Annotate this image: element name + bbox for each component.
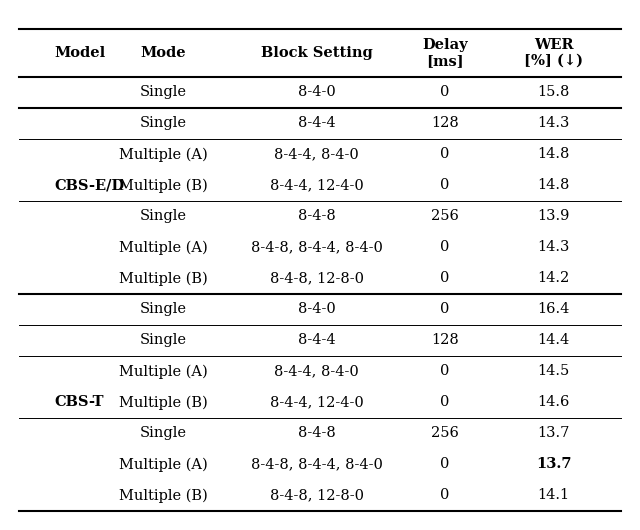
Text: Single: Single — [140, 117, 187, 130]
Text: WER
[%] (↓): WER [%] (↓) — [524, 38, 583, 68]
Text: CBS-T: CBS-T — [54, 395, 104, 409]
Text: 13.9: 13.9 — [538, 209, 570, 223]
Text: Multiple (A): Multiple (A) — [119, 364, 207, 378]
Text: 14.8: 14.8 — [538, 179, 570, 192]
Text: 0: 0 — [440, 457, 449, 471]
Text: Single: Single — [140, 427, 187, 440]
Text: Multiple (B): Multiple (B) — [119, 271, 207, 286]
Text: 14.5: 14.5 — [538, 365, 570, 378]
Text: Multiple (B): Multiple (B) — [119, 395, 207, 410]
Text: 0: 0 — [440, 147, 449, 161]
Text: Model: Model — [54, 46, 106, 60]
Text: 8-4-0: 8-4-0 — [298, 303, 335, 316]
Text: 256: 256 — [431, 209, 459, 223]
Text: 128: 128 — [431, 333, 459, 347]
Text: 14.8: 14.8 — [538, 147, 570, 161]
Text: 8-4-4, 12-4-0: 8-4-4, 12-4-0 — [270, 179, 364, 192]
Text: 8-4-4, 8-4-0: 8-4-4, 8-4-0 — [275, 147, 359, 161]
Text: 16.4: 16.4 — [538, 303, 570, 316]
Text: 8-4-8: 8-4-8 — [298, 209, 335, 223]
Text: 14.6: 14.6 — [538, 395, 570, 409]
Text: 0: 0 — [440, 489, 449, 502]
Text: 8-4-8, 8-4-4, 8-4-0: 8-4-8, 8-4-4, 8-4-0 — [251, 457, 383, 471]
Text: Mode: Mode — [140, 46, 186, 60]
Text: CBS-E/D: CBS-E/D — [54, 179, 125, 192]
Text: 14.2: 14.2 — [538, 271, 570, 285]
Text: 8-4-8, 8-4-4, 8-4-0: 8-4-8, 8-4-4, 8-4-0 — [251, 241, 383, 254]
Text: Multiple (A): Multiple (A) — [119, 147, 207, 162]
Text: 8-4-4, 8-4-0: 8-4-4, 8-4-0 — [275, 365, 359, 378]
Text: Single: Single — [140, 333, 187, 347]
Text: 14.1: 14.1 — [538, 489, 570, 502]
Text: 8-4-0: 8-4-0 — [298, 85, 335, 99]
Text: 128: 128 — [431, 117, 459, 130]
Text: 14.4: 14.4 — [538, 333, 570, 347]
Text: 0: 0 — [440, 303, 449, 316]
Text: 8-4-4: 8-4-4 — [298, 333, 335, 347]
Text: 0: 0 — [440, 241, 449, 254]
Text: Block Setting: Block Setting — [261, 46, 372, 60]
Text: 8-4-4, 12-4-0: 8-4-4, 12-4-0 — [270, 395, 364, 409]
Text: 15.8: 15.8 — [538, 85, 570, 99]
Text: 256: 256 — [431, 427, 459, 440]
Text: 0: 0 — [440, 395, 449, 409]
Text: 0: 0 — [440, 365, 449, 378]
Text: 14.3: 14.3 — [538, 117, 570, 130]
Text: Multiple (B): Multiple (B) — [119, 178, 207, 192]
Text: 13.7: 13.7 — [536, 457, 572, 471]
Text: 0: 0 — [440, 271, 449, 285]
Text: Single: Single — [140, 209, 187, 223]
Text: Multiple (A): Multiple (A) — [119, 457, 207, 472]
Text: 8-4-8, 12-8-0: 8-4-8, 12-8-0 — [270, 489, 364, 502]
Text: 0: 0 — [440, 179, 449, 192]
Text: 13.7: 13.7 — [538, 427, 570, 440]
Text: 0: 0 — [440, 85, 449, 99]
Text: 8-4-8, 12-8-0: 8-4-8, 12-8-0 — [270, 271, 364, 285]
Text: Multiple (A): Multiple (A) — [119, 240, 207, 254]
Text: Multiple (B): Multiple (B) — [119, 488, 207, 502]
Text: 14.3: 14.3 — [538, 241, 570, 254]
Text: 8-4-8: 8-4-8 — [298, 427, 335, 440]
Text: 8-4-4: 8-4-4 — [298, 117, 335, 130]
Text: Single: Single — [140, 85, 187, 99]
Text: Delay
[ms]: Delay [ms] — [422, 38, 468, 68]
Text: Single: Single — [140, 303, 187, 316]
